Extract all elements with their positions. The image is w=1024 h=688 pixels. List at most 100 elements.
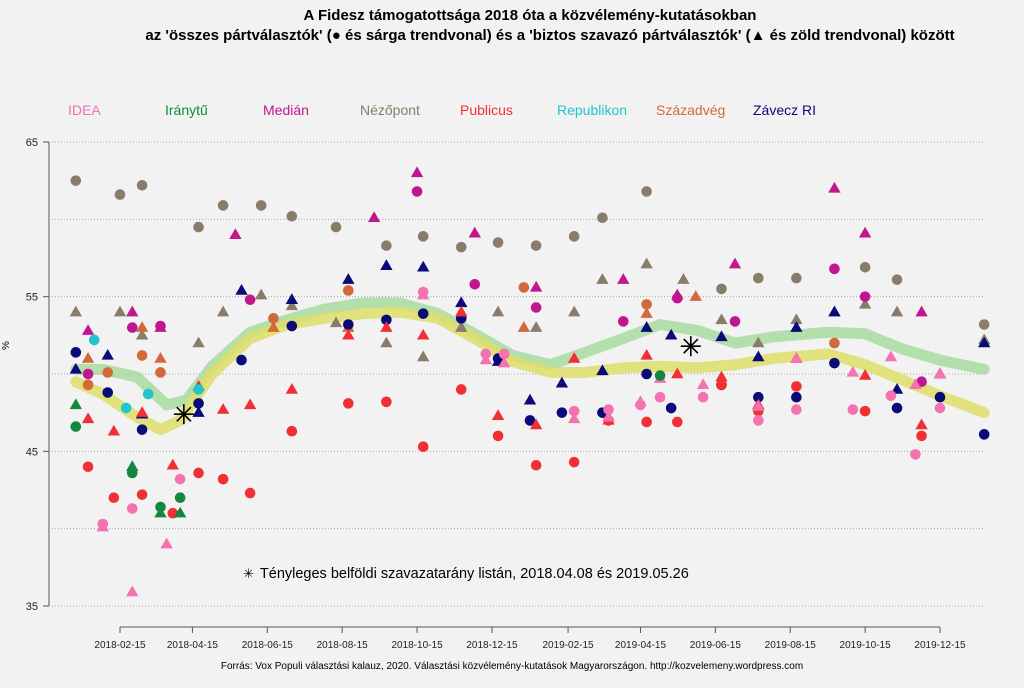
circle-point-nezopont: [136, 180, 148, 191]
triangle-point-zavecz-ri: [235, 283, 248, 295]
circle-point-publicus: [716, 379, 727, 391]
x-tick-label: 2019-02-15: [542, 640, 594, 651]
triangle-point-idea: [933, 367, 947, 379]
triangle-point-idea: [752, 399, 765, 411]
circle-point-iranytu: [126, 467, 138, 479]
triangle-point-szazadveg: [689, 290, 702, 301]
triangle-point-zavecz-ri: [752, 350, 765, 362]
circle-point-idea: [417, 286, 429, 298]
triangle-point-idea: [884, 350, 898, 362]
circle-point-publicus: [455, 384, 467, 395]
triangle-point-publicus: [568, 352, 581, 363]
circle-point-szazadveg: [641, 299, 652, 310]
legend-item: Iránytű: [165, 102, 208, 118]
circle-point-publicus: [641, 416, 652, 428]
circle-point-idea: [126, 503, 138, 514]
x-tick-label: 2018-02-15: [94, 640, 146, 651]
circle-point-idea: [934, 402, 946, 414]
legend-item: Medián: [263, 102, 309, 118]
circle-point-iranytu: [70, 421, 82, 432]
circle-point-szazadveg: [268, 313, 279, 324]
triangle-point-zavecz-ri: [192, 406, 205, 417]
circle-point-zavecz-ri: [236, 354, 247, 366]
triangle-point-szazadveg: [154, 352, 167, 363]
triangle-point-publicus: [216, 403, 230, 414]
circle-point-nezopont: [455, 241, 467, 253]
triangle-point-iranytu: [69, 398, 82, 410]
circle-point-idea: [498, 348, 510, 360]
circle-point-idea: [568, 405, 580, 417]
circle-point-nezopont: [641, 186, 652, 197]
circle-point-iranytu: [174, 492, 186, 504]
circle-point-szazadveg: [136, 350, 148, 361]
circle-point-publicus: [82, 461, 94, 473]
legend-item: Publicus: [460, 102, 513, 118]
triangle-point-zavecz-ri: [640, 321, 653, 332]
circle-point-nezopont: [70, 175, 82, 186]
circle-point-idea: [753, 415, 764, 426]
circle-point-publicus: [492, 430, 504, 442]
circle-point-median: [916, 376, 927, 388]
circle-point-nezopont: [255, 200, 267, 211]
triangle-point-publicus: [671, 367, 684, 379]
circle-point-median: [729, 316, 741, 327]
circle-point-iranytu: [654, 370, 666, 381]
triangle-point-idea: [602, 410, 615, 422]
circle-point-zavecz-ri: [193, 398, 204, 409]
circle-point-publicus: [286, 425, 298, 437]
triangle-point-publicus: [285, 382, 299, 394]
x-tick-label: 2019-04-15: [615, 640, 667, 651]
annotation-text: Tényleges belföldi szavazatarány listán,…: [259, 566, 689, 582]
circle-point-median: [155, 320, 166, 332]
circle-point-publicus: [343, 398, 354, 409]
circle-point-zavecz-ri: [102, 387, 114, 398]
triangle-point-nezopont: [677, 273, 690, 284]
triangle-point-nezopont: [216, 305, 230, 317]
circle-point-publicus: [568, 456, 580, 468]
circle-point-idea: [654, 391, 666, 403]
triangle-point-zavecz-ri: [978, 336, 991, 348]
circle-point-idea: [847, 404, 859, 415]
circle-point-publicus: [916, 430, 927, 442]
triangle-point-publicus: [81, 412, 95, 424]
triangle-point-nezopont: [752, 336, 765, 348]
triangle-point-zavecz-ri: [101, 348, 114, 360]
circle-point-nezopont: [530, 240, 542, 251]
circle-point-zavecz-ri: [934, 391, 946, 403]
triangle-point-nezopont: [329, 316, 343, 328]
triangle-point-median: [229, 228, 242, 240]
chart-title: A Fidesz támogatottsága 2018 óta a közvé…: [303, 7, 757, 24]
triangle-point-nezopont: [858, 297, 872, 309]
y-tick-label: 65: [26, 137, 38, 149]
x-tick-label: 2018-06-15: [242, 640, 294, 651]
triangle-point-median: [81, 324, 95, 335]
triangle-point-publicus: [243, 398, 257, 410]
triangle-point-nezopont: [69, 305, 82, 317]
circle-point-median: [82, 368, 94, 380]
triangle-point-zavecz-ri: [380, 259, 393, 270]
triangle-point-publicus: [640, 348, 653, 360]
triangle-point-zavecz-ri: [828, 305, 841, 317]
triangle-point-szazadveg: [135, 321, 149, 332]
triangle-point-szazadveg: [267, 321, 280, 332]
circle-point-nezopont: [114, 189, 126, 200]
asterisk-icon: ✳: [243, 566, 254, 581]
circle-point-zavecz-ri: [978, 429, 990, 440]
triangle-point-idea: [498, 356, 511, 368]
circle-point-publicus: [417, 441, 429, 452]
circle-point-publicus: [217, 473, 229, 485]
triangle-point-publicus: [380, 321, 393, 332]
triangle-point-nezopont: [417, 350, 430, 362]
triangle-point-nezopont: [596, 273, 609, 284]
circle-point-republikon: [193, 384, 204, 395]
triangle-point-idea: [160, 537, 173, 549]
triangle-point-median: [617, 273, 630, 284]
triangle-point-publicus: [135, 406, 149, 417]
circle-point-zavecz-ri: [641, 368, 652, 380]
triangle-point-median: [367, 211, 381, 223]
circle-point-publicus: [859, 405, 871, 417]
triangle-point-szazadveg: [517, 321, 531, 332]
triangle-point-szazadveg: [640, 307, 653, 318]
circle-point-idea: [480, 348, 492, 360]
triangle-point-idea: [126, 585, 139, 597]
